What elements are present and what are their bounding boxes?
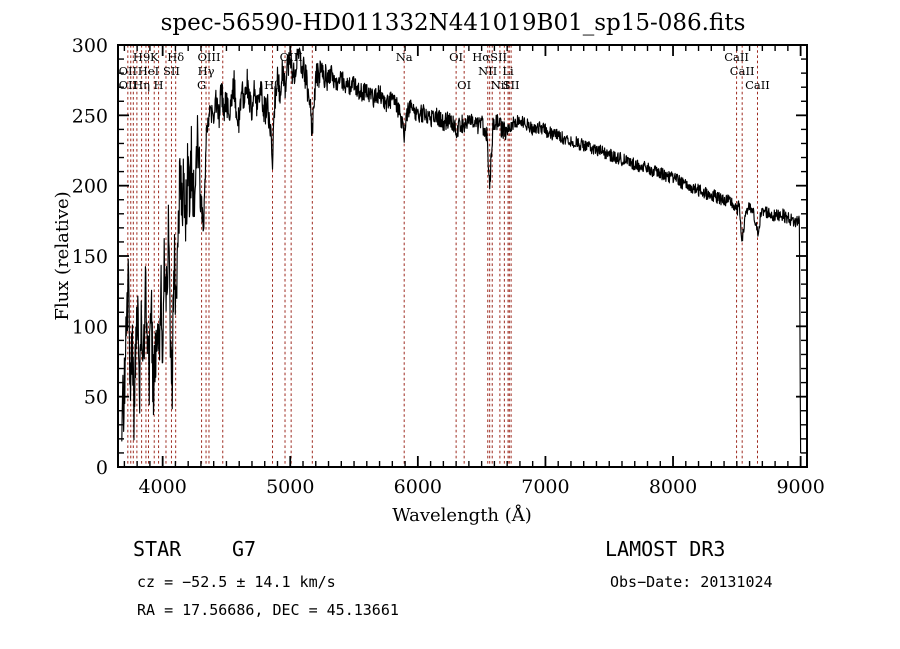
line-label: OII [119,78,138,92]
y-tick-label: 250 [72,105,108,127]
line-label: SII [503,78,520,92]
line-label: OIII [280,50,303,64]
x-axis-label: Wavelength (Å) [392,504,532,526]
y-tick-label: 0 [96,457,108,479]
line-label: H [154,78,164,92]
line-label: CaII [730,64,755,78]
line-label: OIII [197,50,220,64]
y-axis-ticks [118,44,807,468]
line-label: CaII [724,50,749,64]
x-axis-tick-labels: 4000 5000 6000 7000 8000 9000 [138,476,824,498]
x-axis-ticks [123,45,802,467]
figure-title: spec-56590-HD011332N441019B01_sp15-086.f… [161,10,746,36]
line-label: OII [119,64,138,78]
line-label: HαSII [472,50,507,64]
line-label: H9 [133,50,150,64]
x-tick-label: 4000 [138,476,186,498]
y-tick-label: 50 [84,387,108,409]
y-tick-label: 100 [72,316,108,338]
y-axis-label: Flux (relative) [52,191,73,320]
line-label: G [197,78,206,92]
object-type-label: STAR [133,537,182,561]
x-tick-label: 7000 [521,476,569,498]
line-label: SII [163,64,180,78]
x-tick-label: 5000 [266,476,314,498]
x-tick-label: 8000 [649,476,697,498]
line-label: Hη [133,78,150,92]
spectrum-trace [121,47,802,454]
x-tick-label: 9000 [776,476,824,498]
line-label: NII [478,64,497,78]
line-label: HeI [138,64,159,78]
line-label: Hδ [167,50,184,64]
survey-label: LAMOST DR3 [605,537,725,561]
y-tick-label: 150 [72,246,108,268]
x-tick-label: 6000 [394,476,442,498]
line-label: Li [502,64,514,78]
line-label: NiI [491,78,509,92]
line-label: Hγ [198,64,215,78]
y-axis-tick-labels: 0 50 100 150 200 250 300 [72,35,108,479]
line-label: Hβ [264,78,281,92]
obs-date-label: Obs−Date: 20131024 [610,573,773,591]
line-label: OI [457,78,471,92]
coordinates-label: RA = 17.56686, DEC = 45.13661 [137,601,399,619]
radial-velocity-label: cz = −52.5 ± 14.1 km/s [137,573,336,591]
line-label: K [150,50,159,64]
spectral-class-label: G7 [232,537,256,561]
line-label: OI [449,50,463,64]
line-label: Na [396,50,413,64]
y-tick-label: 200 [72,176,108,198]
line-label: CaII [745,78,770,92]
y-tick-label: 300 [72,35,108,57]
